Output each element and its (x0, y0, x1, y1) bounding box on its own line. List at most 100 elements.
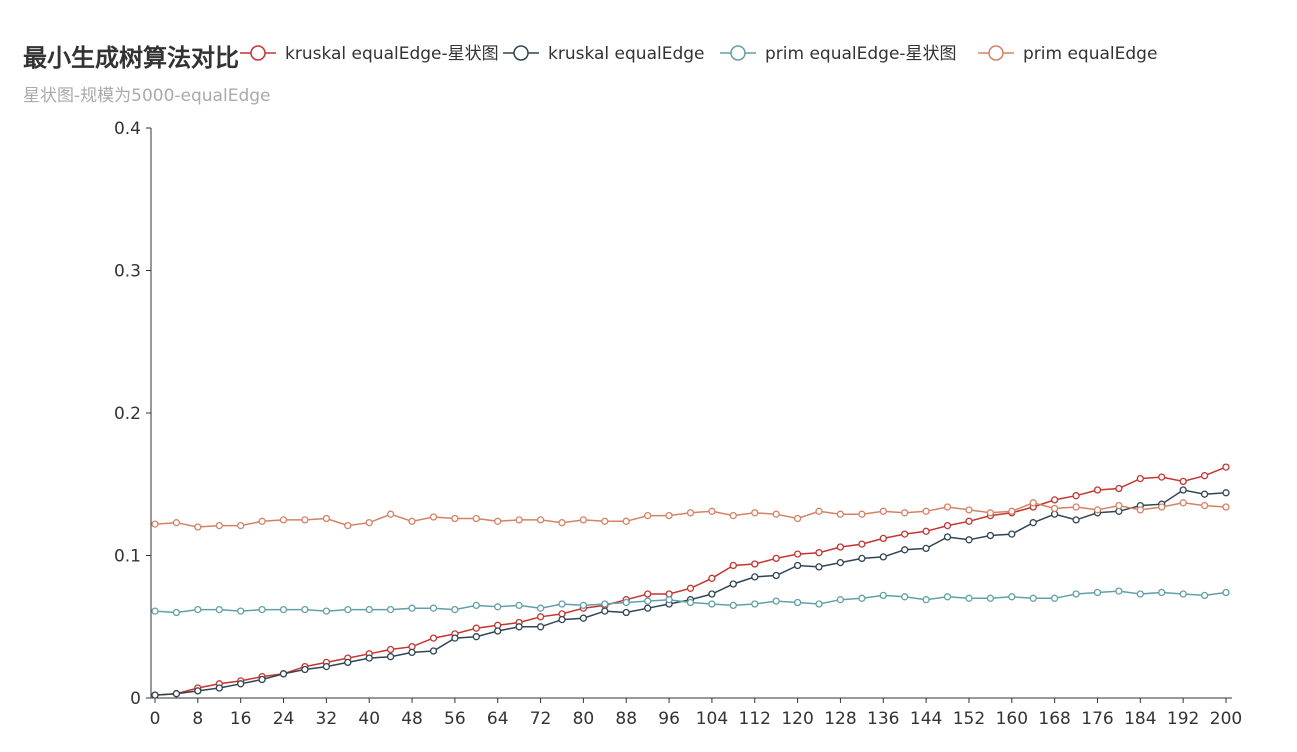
data-point[interactable] (837, 597, 843, 603)
data-point[interactable] (1159, 504, 1165, 510)
data-point[interactable] (323, 608, 329, 614)
data-point[interactable] (859, 541, 865, 547)
data-point[interactable] (902, 531, 908, 537)
data-point[interactable] (1052, 595, 1058, 601)
data-point[interactable] (709, 575, 715, 581)
data-point[interactable] (152, 692, 158, 698)
data-point[interactable] (816, 550, 822, 556)
data-point[interactable] (473, 625, 479, 631)
data-point[interactable] (195, 607, 201, 613)
data-point[interactable] (216, 607, 222, 613)
data-point[interactable] (923, 545, 929, 551)
data-point[interactable] (538, 614, 544, 620)
data-point[interactable] (1223, 464, 1229, 470)
data-point[interactable] (409, 605, 415, 611)
data-point[interactable] (238, 608, 244, 614)
data-point[interactable] (945, 504, 951, 510)
data-point[interactable] (1009, 531, 1015, 537)
data-point[interactable] (559, 617, 565, 623)
data-point[interactable] (816, 601, 822, 607)
data-point[interactable] (302, 607, 308, 613)
data-point[interactable] (1202, 491, 1208, 497)
data-point[interactable] (987, 533, 993, 539)
data-point[interactable] (645, 513, 651, 519)
data-point[interactable] (431, 514, 437, 520)
data-point[interactable] (987, 595, 993, 601)
data-point[interactable] (623, 600, 629, 606)
data-point[interactable] (1095, 590, 1101, 596)
data-point[interactable] (431, 648, 437, 654)
data-point[interactable] (795, 551, 801, 557)
data-point[interactable] (238, 523, 244, 529)
data-point[interactable] (773, 511, 779, 517)
data-point[interactable] (473, 602, 479, 608)
data-point[interactable] (987, 510, 993, 516)
data-point[interactable] (259, 607, 265, 613)
data-point[interactable] (1223, 590, 1229, 596)
data-point[interactable] (795, 600, 801, 606)
data-point[interactable] (1052, 497, 1058, 503)
data-point[interactable] (859, 511, 865, 517)
data-point[interactable] (945, 534, 951, 540)
data-point[interactable] (1116, 503, 1122, 509)
legend-item[interactable]: prim equalEdge (978, 44, 1157, 64)
data-point[interactable] (452, 516, 458, 522)
data-point[interactable] (902, 547, 908, 553)
data-point[interactable] (880, 554, 886, 560)
data-point[interactable] (1137, 476, 1143, 482)
data-point[interactable] (1073, 493, 1079, 499)
data-point[interactable] (1030, 500, 1036, 506)
data-point[interactable] (1030, 595, 1036, 601)
data-point[interactable] (173, 610, 179, 616)
data-point[interactable] (752, 601, 758, 607)
data-point[interactable] (773, 555, 779, 561)
data-point[interactable] (752, 561, 758, 567)
data-point[interactable] (1137, 507, 1143, 513)
data-point[interactable] (538, 624, 544, 630)
data-point[interactable] (195, 524, 201, 530)
data-point[interactable] (773, 573, 779, 579)
data-point[interactable] (388, 511, 394, 517)
data-point[interactable] (923, 508, 929, 514)
data-point[interactable] (559, 601, 565, 607)
data-point[interactable] (495, 518, 501, 524)
data-point[interactable] (1009, 594, 1015, 600)
legend-item[interactable]: kruskal equalEdge (503, 44, 705, 64)
data-point[interactable] (216, 685, 222, 691)
data-point[interactable] (1073, 517, 1079, 523)
data-point[interactable] (1202, 592, 1208, 598)
data-point[interactable] (945, 523, 951, 529)
data-point[interactable] (1202, 503, 1208, 509)
data-point[interactable] (688, 585, 694, 591)
data-point[interactable] (345, 607, 351, 613)
data-point[interactable] (709, 601, 715, 607)
data-point[interactable] (259, 677, 265, 683)
data-point[interactable] (666, 597, 672, 603)
data-point[interactable] (1202, 473, 1208, 479)
data-point[interactable] (431, 635, 437, 641)
data-point[interactable] (238, 681, 244, 687)
data-point[interactable] (516, 517, 522, 523)
data-point[interactable] (730, 581, 736, 587)
data-point[interactable] (152, 521, 158, 527)
data-point[interactable] (1030, 520, 1036, 526)
data-point[interactable] (452, 635, 458, 641)
data-point[interactable] (366, 607, 372, 613)
data-point[interactable] (580, 602, 586, 608)
data-point[interactable] (195, 688, 201, 694)
data-point[interactable] (859, 595, 865, 601)
data-point[interactable] (345, 523, 351, 529)
data-point[interactable] (323, 516, 329, 522)
data-point[interactable] (602, 518, 608, 524)
data-point[interactable] (302, 517, 308, 523)
data-point[interactable] (1095, 487, 1101, 493)
data-point[interactable] (281, 671, 287, 677)
data-point[interactable] (173, 520, 179, 526)
data-point[interactable] (559, 520, 565, 526)
data-point[interactable] (837, 560, 843, 566)
legend-item[interactable]: prim equalEdge-星状图 (720, 44, 957, 64)
data-point[interactable] (281, 607, 287, 613)
data-point[interactable] (945, 594, 951, 600)
data-point[interactable] (366, 655, 372, 661)
data-point[interactable] (1159, 590, 1165, 596)
